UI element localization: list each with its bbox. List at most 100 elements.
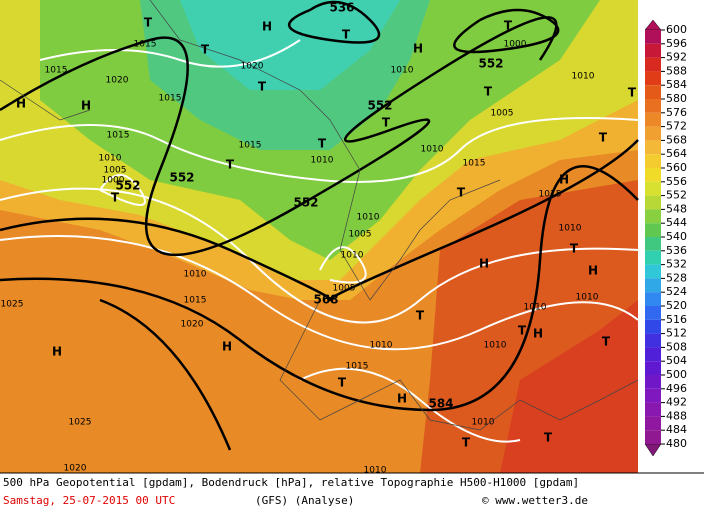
colorbar-swatch [645,30,661,44]
pressure-center: H [533,327,543,341]
pressure-center: T [338,376,347,390]
isobar-label: 1010 [484,341,507,351]
colorbar-label: 480 [666,437,687,450]
colorbar-label: 508 [666,340,687,353]
footer-description: 500 hPa Geopotential [gpdam], Bodendruck… [3,476,579,489]
zone-588 [500,300,638,473]
pressure-center: T [457,186,466,200]
isobar-label: 1010 [357,213,380,223]
colorbar-label: 588 [666,64,687,77]
colorbar-swatch [645,250,661,265]
pressure-center: T [342,28,351,42]
pressure-center: H [16,97,26,111]
colorbar-swatch [645,237,661,251]
isobar-label: 1010 [472,418,495,428]
pressure-center: H [52,345,62,359]
colorbar-label: 528 [666,271,687,284]
colorbar-swatch [645,71,661,86]
isobar-label: 1005 [349,230,372,240]
isobar-label: 1025 [69,418,92,428]
colorbar-label: 488 [666,409,687,422]
colorbar-label: 548 [666,202,687,215]
colorbar-label: 576 [666,106,687,119]
colorbar-swatch [645,181,661,196]
pressure-center: T [144,16,153,30]
pressure-center: H [81,99,91,113]
isobar-label: 1015 [45,66,68,76]
isobar-label: 1010 [364,466,387,476]
colorbar-label: 580 [666,92,687,105]
colorbar-label: 484 [666,423,687,436]
colorbar-swatch [645,319,661,334]
colorbar-label: 600 [666,23,687,36]
colorbar-swatch [645,278,661,293]
contour-label: 536 [329,1,354,15]
colorbar-swatch [645,292,661,306]
isobar-label: 1010 [370,341,393,351]
colorbar-swatch [645,416,661,431]
isobar-label: 1015 [463,159,486,169]
pressure-center: T [544,431,553,445]
colorbar-label: 512 [666,327,687,340]
isobar-label: 1015 [539,190,562,200]
isobar-label: 1010 [341,251,364,261]
colorbar-label: 596 [666,37,687,50]
contour-label: 568 [313,293,338,307]
zone-536 [180,0,400,90]
isobar-label: 1000 [504,40,527,50]
colorbar-swatch [645,140,661,155]
contour-label: 552 [293,196,318,210]
colorbar-swatch [645,112,661,127]
pressure-center: T [462,436,471,450]
colorbar-label: 520 [666,299,687,312]
colorbar-swatch [645,430,661,444]
colorbar-swatch [645,195,661,210]
colorbar-swatch [645,99,661,113]
isobar-label: 1015 [107,131,130,141]
colorbar-label: 572 [666,120,687,133]
pressure-center: T [318,137,327,151]
isobar-label: 1000 [102,176,125,186]
colorbar-swatch [645,126,661,141]
isobar-label: 1025 [1,300,24,310]
pressure-center: T [518,324,527,338]
pressure-center: T [504,19,513,33]
contour-label: 552 [478,57,503,71]
colorbar-swatch [645,168,661,182]
isobar-label: 1015 [159,94,182,104]
pressure-center: H [262,20,272,34]
isobar-label: 1015 [134,40,157,50]
pressure-center: H [559,173,569,187]
colorbar-swatch [645,85,661,99]
isobar-label: 1020 [241,62,264,72]
colorbar-swatch [645,154,661,168]
colorbar-label: 560 [666,161,687,174]
colorbar-swatch [645,347,661,362]
isobar-label: 1010 [99,154,122,164]
colorbar-swatch [645,402,661,417]
coastlines [0,0,639,431]
colorbar-label: 584 [666,78,687,91]
isobar-label: 1020 [106,76,129,86]
pressure-center: H [222,340,232,354]
isobar-label: 1010 [559,224,582,234]
pressure-center: T [599,131,608,145]
colorbar-label: 532 [666,258,687,271]
map-labels: 552 552 552 552 552 536 568 584 1015 1015 1020 1020… [1,1,637,476]
colorbar-top-arrow [644,19,662,31]
colorbar-swatch [645,333,661,348]
colorbar-label: 592 [666,51,687,64]
contour-label: 552 [367,99,392,113]
isobar-label: 1010 [421,145,444,155]
pressure-center: T [382,116,391,130]
pressure-center: H [413,42,423,56]
colorbar-swatch [645,375,661,389]
colorbar-label: 556 [666,175,687,188]
contour-label: 552 [169,171,194,185]
colorbar-swatch [645,361,661,375]
colorbar-label: 540 [666,230,687,243]
colorbar-bottom-arrow [644,443,662,457]
pressure-center: H [397,392,407,406]
isobars [0,39,639,443]
